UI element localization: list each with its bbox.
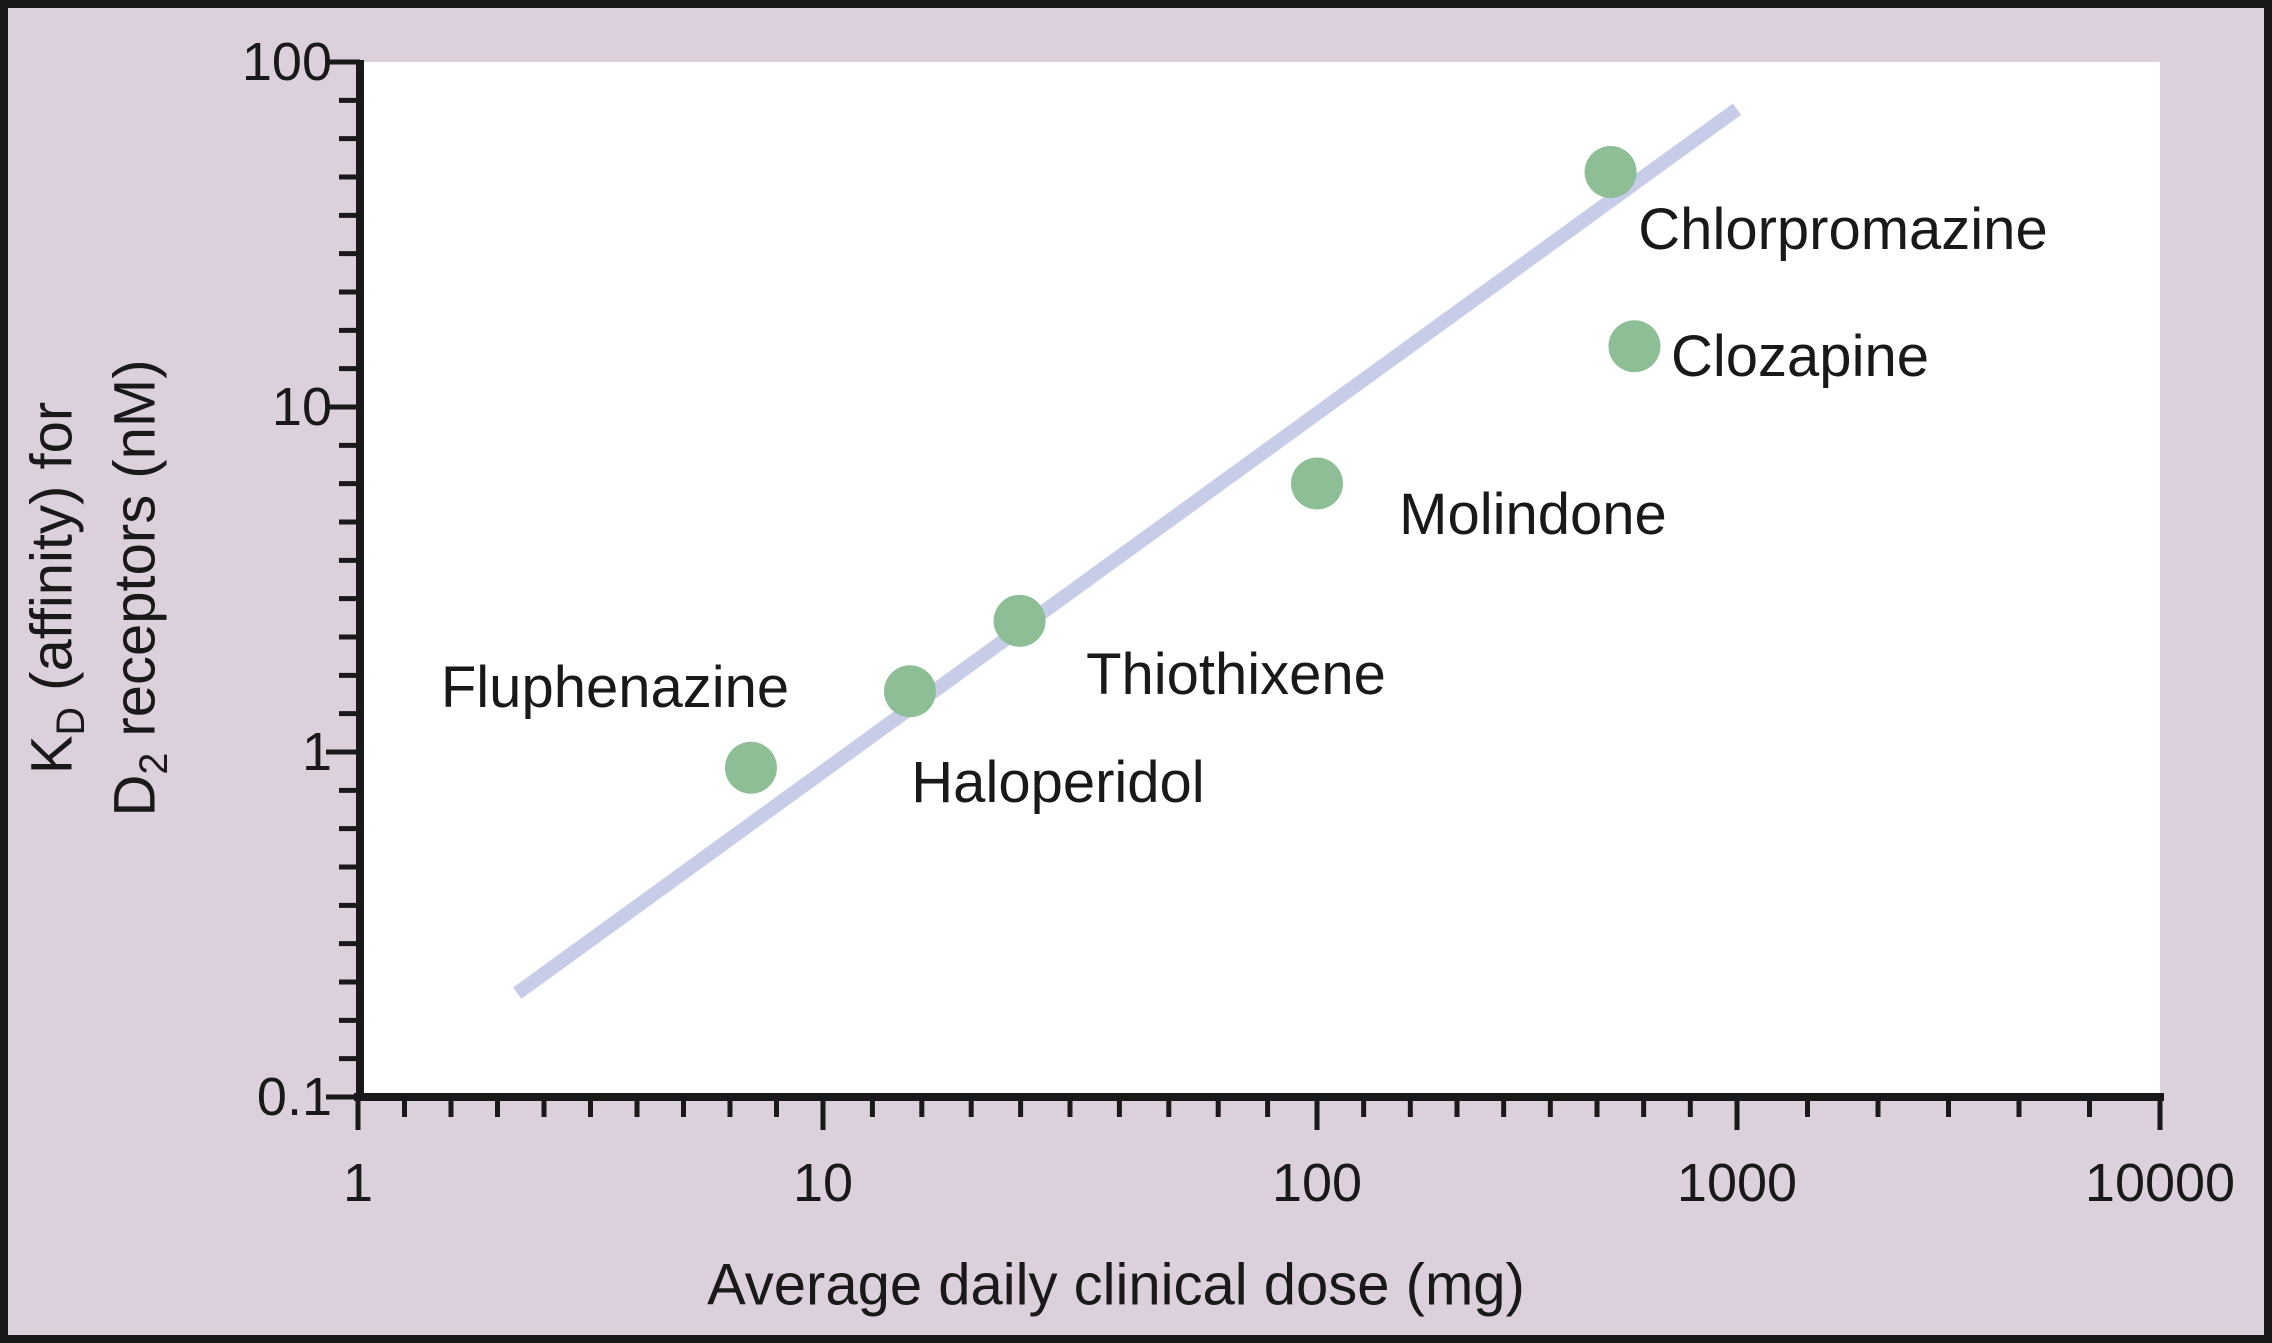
y-tick-label-100: 100 <box>241 32 332 92</box>
x-axis-title: Average daily clinical dose (mg) <box>707 1252 1525 1318</box>
data-point-thiothixene <box>993 594 1046 647</box>
point-label-fluphenazine: Fluphenazine <box>440 655 790 720</box>
x-tick-label-1: 1 <box>342 1153 374 1213</box>
data-points <box>724 145 1661 794</box>
trend-line <box>513 103 1742 999</box>
data-point-haloperidol <box>883 665 936 718</box>
x-tick-label-1000: 1000 <box>1676 1153 1798 1213</box>
plot-area <box>360 62 2160 1097</box>
data-point-molindone <box>1291 457 1343 510</box>
x-tick-label-10: 10 <box>792 1153 854 1213</box>
point-label-haloperidol: Haloperidol <box>911 750 1205 815</box>
point-label-thiothixene: Thiothixene <box>1086 642 1386 707</box>
y-axis-title-line2: D2 receptors (nM) <box>102 359 176 817</box>
point-label-chlorpromazine: Chlorpromazine <box>1638 197 2048 262</box>
y-tick-label-1: 1 <box>301 722 332 782</box>
point-label-molindone: Molindone <box>1399 482 1667 547</box>
y-axis-ticks <box>326 59 360 1100</box>
x-tick-label-100: 100 <box>1271 1153 1363 1213</box>
y-axis-title: KD (affinity) for D2 receptors (nM) <box>19 359 185 817</box>
y-axis-title-line1: KD (affinity) for <box>19 401 93 775</box>
y-tick-label-0.1: 0.1 <box>256 1067 332 1127</box>
point-label-clozapine: Clozapine <box>1671 324 1929 389</box>
data-point-chlorpromazine <box>1584 145 1637 198</box>
x-tick-label-10000: 10000 <box>2084 1153 2236 1213</box>
data-point-clozapine <box>1608 320 1661 373</box>
y-tick-label-10: 10 <box>271 377 332 437</box>
x-axis-ticks <box>355 1097 2163 1130</box>
data-point-fluphenazine <box>724 741 777 794</box>
